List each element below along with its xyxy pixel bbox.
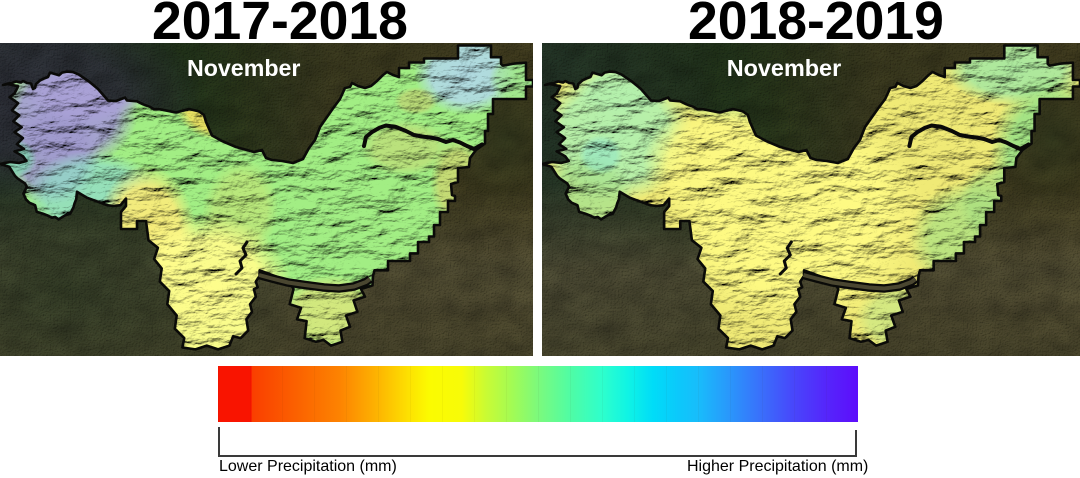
svg-text:November: November bbox=[187, 55, 300, 81]
svg-text:November: November bbox=[727, 55, 841, 81]
